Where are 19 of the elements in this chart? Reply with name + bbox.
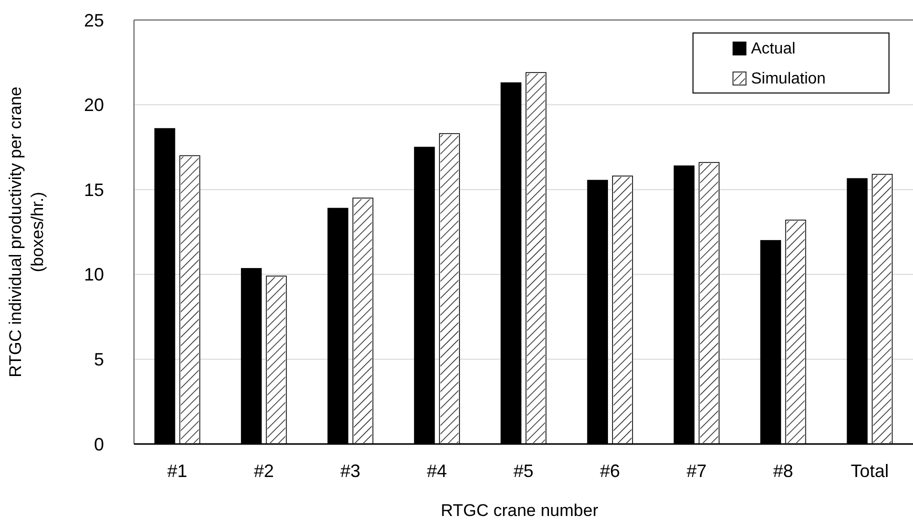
x-tick-label: #1 bbox=[167, 461, 188, 481]
y-tick-label: 25 bbox=[84, 10, 104, 30]
legend-label: Actual bbox=[751, 40, 796, 58]
x-tick-label: #3 bbox=[340, 461, 360, 481]
y-tick-label: 5 bbox=[94, 350, 104, 370]
x-tick-label: #8 bbox=[773, 461, 794, 481]
x-tick-label: #4 bbox=[426, 461, 447, 481]
x-tick-label: #5 bbox=[513, 461, 534, 481]
x-tick-label: #7 bbox=[686, 461, 707, 481]
x-tick-label: #6 bbox=[600, 461, 620, 481]
x-tick-label: Total bbox=[850, 461, 889, 481]
x-tick-label: #2 bbox=[254, 461, 274, 481]
x-axis-title: RTGC crane number bbox=[440, 501, 599, 520]
y-tick-label: 20 bbox=[84, 95, 104, 116]
y-tick-label: 15 bbox=[84, 180, 104, 200]
y-tick-label: 10 bbox=[84, 264, 104, 285]
legend-label: Simulation bbox=[751, 70, 826, 88]
y-tick-label: 0 bbox=[94, 434, 104, 454]
y-axis-title: RTGC individual productivity per crane (boxes/hr.) bbox=[6, 86, 47, 378]
